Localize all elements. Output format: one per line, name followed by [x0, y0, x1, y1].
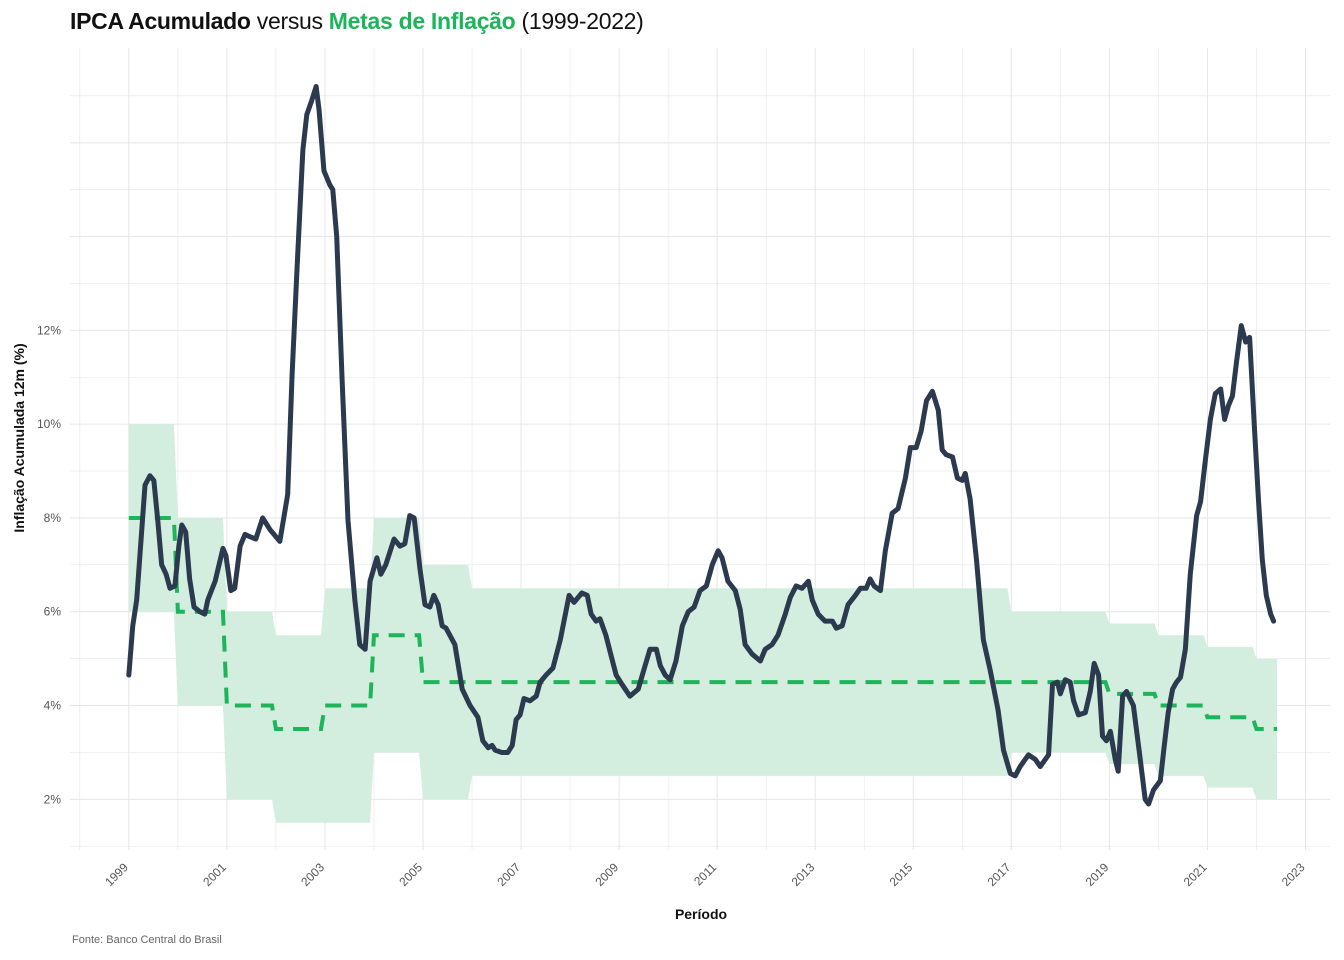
title-period: (1999-2022) [515, 8, 644, 34]
title-ipca: IPCA Acumulado [70, 8, 251, 34]
title-metas: Metas de Inflação [328, 8, 516, 34]
target-band [128, 424, 1278, 823]
target-line [128, 515, 1278, 731]
x-tick-label: 2017 [985, 860, 1014, 889]
x-tick-label: 2023 [1279, 860, 1308, 889]
y-tick-labels: 2% 4% 6% 8% 10% 12% [37, 323, 61, 806]
x-tick-label: 2013 [789, 860, 818, 889]
y-tick-label: 8% [44, 511, 62, 525]
x-tick-label: 2001 [200, 860, 229, 889]
x-axis-title: Período [675, 906, 727, 922]
y-tick-label: 4% [44, 699, 62, 713]
x-tick-label: 2007 [494, 860, 523, 889]
y-tick-label: 2% [44, 792, 62, 806]
x-tick-label: 2005 [396, 860, 425, 889]
x-tick-labels: 1999 2001 2003 2005 2007 2009 2011 2013 2015 2017… [102, 860, 1308, 889]
series-lines [126, 83, 1278, 807]
y-tick-label: 10% [37, 417, 61, 431]
y-tick-label: 6% [44, 605, 62, 619]
x-tick-label: 2019 [1083, 860, 1112, 889]
x-tick-label: 2003 [298, 860, 327, 889]
tolerance-band [128, 424, 1278, 823]
ipca-line [126, 83, 1277, 807]
x-tick-label: 2021 [1181, 860, 1210, 889]
x-tick-label: 2011 [691, 860, 719, 888]
source-caption: Fonte: Banco Central do Brasil [72, 934, 222, 946]
x-tick-label: 1999 [102, 860, 131, 889]
x-tick-label: 2015 [887, 860, 916, 889]
chart-title: IPCA Acumulado versus Metas de Inflação … [70, 8, 644, 35]
y-axis-title: Inflação Acumulada 12m (%) [11, 343, 27, 532]
title-versus: versus [250, 8, 329, 34]
y-tick-label: 12% [37, 323, 61, 337]
x-tick-label: 2009 [592, 860, 621, 889]
